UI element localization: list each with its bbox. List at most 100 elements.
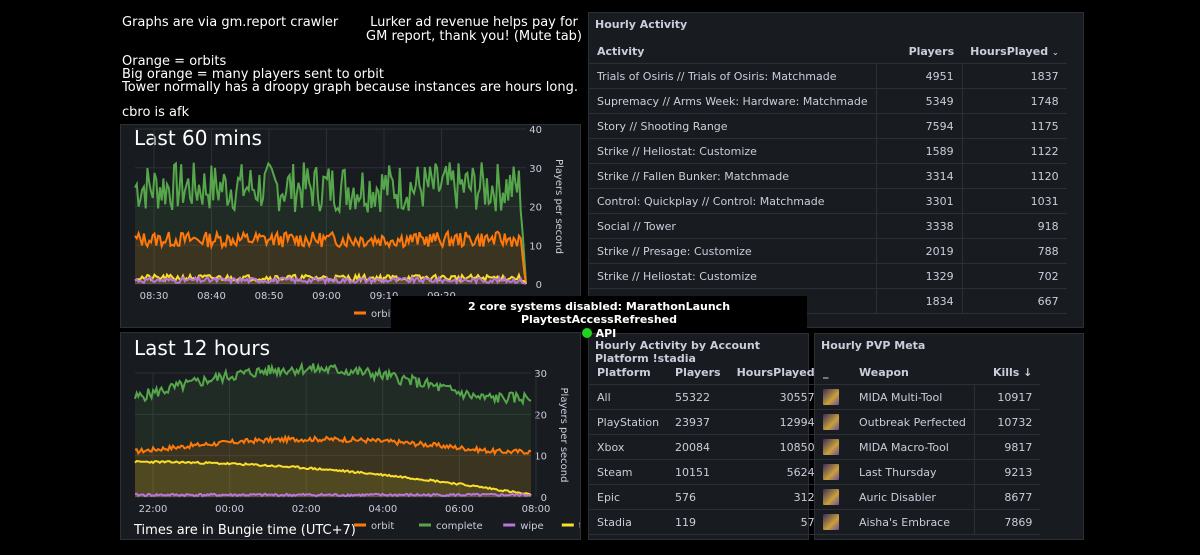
system-status-banner: 2 core systems disabled: MarathonLaunch …	[391, 296, 807, 340]
cell-hours: 12994	[728, 409, 823, 435]
series-line	[134, 229, 527, 285]
cell-weapon: Aisha's Embrace	[851, 509, 975, 535]
panel-title: Hourly PVP Meta	[821, 339, 926, 352]
series-line	[134, 434, 532, 457]
table-row[interactable]: Strike // Presage: Customize 2019 788	[589, 238, 1067, 264]
graph60-svg: 40302010008:3008:4008:5009:0009:1009:20P…	[134, 125, 580, 320]
note-line: Tower normally has a droopy graph becaus…	[122, 80, 578, 95]
pvp-meta-table: _ Weapon Kills ↓ MIDA Multi-Tool 10917 Out…	[815, 360, 1041, 535]
table-row[interactable]: Trials of Osiris // Trials of Osiris: Ma…	[589, 63, 1067, 89]
table-row[interactable]: Last Thursday 9213	[815, 459, 1041, 485]
cell-players: 7594	[875, 113, 963, 139]
cell-kills: 10917	[973, 384, 1041, 410]
weapon-icon	[823, 514, 839, 530]
weapon-icon	[823, 389, 839, 405]
y-tick-label: 10	[534, 452, 547, 463]
note-line: Graphs are via gm.report crawler	[122, 15, 339, 30]
cell-players: 3314	[875, 163, 963, 189]
table-row[interactable]: MIDA Macro-Tool 9817	[815, 434, 1041, 460]
table-row[interactable]: Strike // Heliostat: Customize 1329 702	[589, 263, 1067, 289]
weapon-icon	[823, 464, 839, 480]
table-row[interactable]: Auric Disabler 8677	[815, 484, 1041, 510]
table-row[interactable]: Supremacy // Arms Week: Hardware: Matchm…	[589, 88, 1067, 114]
cell-label: Strike // Heliostat: Customize	[589, 263, 877, 289]
legend-label: wipe	[520, 521, 543, 532]
x-tick-label: 09:10	[370, 291, 399, 302]
cell-players: 1834	[875, 288, 963, 314]
table-row[interactable]: Control: Quickplay // Control: Matchmade…	[589, 188, 1067, 214]
graph-last-60-mins: Last 60 mins 40 30 20 10 0 08:30 08:40 08:50 09:…	[120, 124, 581, 328]
cell-kills: 7869	[973, 509, 1041, 535]
cell-hours: 1122	[961, 138, 1067, 164]
cell-players: 576	[667, 484, 729, 510]
col-header-kills[interactable]: Kills ↓	[974, 360, 1041, 385]
cell-players: 10151	[667, 459, 729, 485]
cell-hours: 30557	[728, 384, 823, 410]
legend-label: complete	[436, 521, 483, 532]
cell-hours: 702	[961, 263, 1067, 289]
y-tick-label: 30	[534, 369, 547, 380]
series-line	[134, 459, 532, 497]
cell-players: 23937	[667, 409, 729, 435]
cell-players: 3338	[875, 213, 963, 239]
x-tick-label: 08:40	[197, 291, 226, 302]
cell-weapon-icon	[815, 434, 851, 460]
col-header-players[interactable]: Players	[876, 39, 963, 64]
table-row[interactable]: Aisha's Embrace 7869	[815, 509, 1041, 535]
cell-label: Strike // Presage: Customize	[589, 238, 877, 264]
table-row[interactable]: Social // Tower 3338 918	[589, 213, 1067, 239]
cell-label: PlayStation	[589, 409, 668, 435]
series-area	[135, 231, 526, 284]
notes: Graphs are via gm.report crawler Orange …	[122, 16, 578, 119]
cell-label: Social // Tower	[589, 213, 877, 239]
cell-kills: 8677	[973, 484, 1041, 510]
cell-hours: 667	[961, 288, 1067, 314]
col-header-platform[interactable]: Platform	[589, 360, 668, 385]
table-row[interactable]: All 55322 30557	[589, 384, 823, 410]
hourly-activity-panel: Hourly Activity Activity Players HoursPl…	[588, 12, 1084, 328]
table-row[interactable]: Strike // Heliostat: Customize 1589 1122	[589, 138, 1067, 164]
table-row[interactable]: Epic 576 312	[589, 484, 823, 510]
x-tick-label: 08:50	[255, 291, 284, 302]
y-axis-label: Players per second	[558, 388, 569, 483]
cell-weapon-icon	[815, 509, 851, 535]
cell-weapon: Outbreak Perfected	[851, 409, 975, 435]
x-tick-label: 04:00	[368, 504, 397, 515]
col-header-icon[interactable]: _	[815, 360, 851, 385]
cell-players: 5349	[875, 88, 963, 114]
series-area	[135, 461, 531, 497]
col-header-players[interactable]: Players	[667, 360, 729, 385]
table-row[interactable]: Strike // Fallen Bunker: Matchmade 3314 11…	[589, 163, 1067, 189]
x-tick-label: 00:00	[215, 504, 244, 515]
cell-kills: 9817	[973, 434, 1041, 460]
cell-label: Xbox	[589, 434, 668, 460]
graph-footnote: Times are in Bungie time (UTC+7)	[134, 523, 356, 538]
weapon-icon	[823, 439, 839, 455]
status-dot-icon	[581, 328, 592, 338]
cell-kills: 9213	[973, 459, 1041, 485]
cell-hours: 1120	[961, 163, 1067, 189]
table-row[interactable]: Story // Shooting Range 7594 1175	[589, 113, 1067, 139]
legend-label: tower	[579, 521, 580, 532]
table-row[interactable]: Outbreak Perfected 10732	[815, 409, 1041, 435]
col-header-hoursplayed[interactable]: HoursPlayed	[728, 360, 823, 385]
table-row[interactable]: Steam 10151 5624	[589, 459, 823, 485]
col-header-weapon[interactable]: Weapon	[851, 360, 975, 385]
cell-players: 20084	[667, 434, 729, 460]
graph-last-12-hours: Last 12 hours Times are in Bungie time (…	[120, 332, 581, 540]
col-header-activity[interactable]: Activity	[589, 39, 877, 64]
cell-hours: 1175	[961, 113, 1067, 139]
cell-weapon: Auric Disabler	[851, 484, 975, 510]
cell-hours: 918	[961, 213, 1067, 239]
table-row[interactable]: Xbox 20084 10850	[589, 434, 823, 460]
cell-kills: 10732	[973, 409, 1041, 435]
table-row[interactable]: PlayStation 23937 12994	[589, 409, 823, 435]
cell-weapon-icon	[815, 384, 851, 410]
table-row[interactable]: Stadia 119 57	[589, 509, 823, 535]
x-tick-label: 08:00	[522, 504, 551, 515]
cell-label: Epic	[589, 484, 668, 510]
status-label: API	[595, 327, 617, 340]
col-header-hoursplayed[interactable]: HoursPlayed ⌄	[962, 39, 1067, 64]
table-row[interactable]: MIDA Multi-Tool 10917	[815, 384, 1041, 410]
x-tick-label: 06:00	[445, 504, 474, 515]
